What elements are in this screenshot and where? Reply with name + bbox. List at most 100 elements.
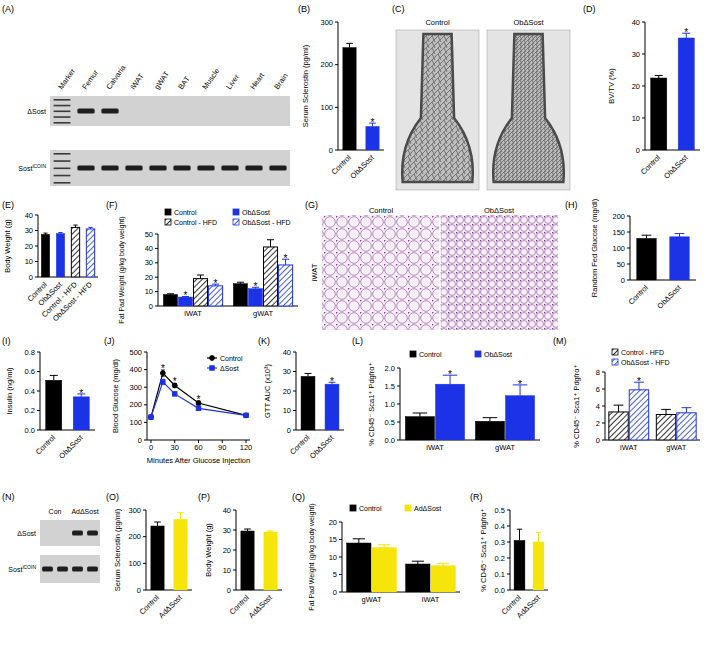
y-axis-label: BV/TV (%) bbox=[607, 68, 616, 104]
x-tick-label: iWAT bbox=[422, 595, 440, 604]
bar bbox=[366, 127, 379, 150]
y-tick-label: 40 bbox=[283, 348, 291, 357]
y-tick bbox=[339, 539, 342, 540]
bar bbox=[279, 265, 293, 306]
y-tick bbox=[233, 570, 236, 571]
legend: ControlΔSost bbox=[207, 355, 243, 372]
y-tick bbox=[143, 590, 146, 591]
y-tick bbox=[339, 574, 342, 575]
y-tick bbox=[233, 510, 236, 511]
y-tick bbox=[627, 280, 630, 281]
legend-label: ObΔSost - HFD bbox=[242, 219, 291, 226]
significance: * bbox=[448, 369, 452, 380]
y-tick bbox=[144, 440, 147, 441]
y-tick-label: 0.2 bbox=[495, 554, 505, 563]
y-axis-label: Serum Sclerostin (pg/ml) bbox=[301, 44, 310, 127]
y-tick bbox=[37, 352, 40, 353]
legend: ControlObΔSostControl - HFDObΔSost - HFD bbox=[165, 209, 291, 226]
y-tick-label: 0.2 bbox=[25, 406, 35, 415]
legend-swatch bbox=[612, 349, 618, 355]
bar bbox=[533, 542, 544, 590]
bar-panel: 050100150200Random Fed Glucose (mg/dl)(H… bbox=[565, 198, 696, 310]
image-label: Control bbox=[425, 18, 450, 27]
line bbox=[151, 382, 246, 417]
error-bar bbox=[614, 405, 624, 412]
error-bar bbox=[173, 392, 177, 396]
band bbox=[57, 567, 68, 572]
y-tick-label: 5 bbox=[333, 570, 337, 579]
bar bbox=[670, 237, 689, 280]
error-bar bbox=[655, 75, 663, 78]
y-tick-label: 0 bbox=[329, 146, 333, 155]
y-axis-label: % CD45⁻ Sca1⁺ Pdgfrα⁺ bbox=[479, 508, 488, 591]
bar bbox=[73, 397, 89, 430]
band bbox=[101, 166, 118, 171]
y-tick-label: 0.0 bbox=[385, 436, 395, 445]
x-tick-label: Control bbox=[639, 153, 663, 177]
y-tick-label: 1.0 bbox=[385, 400, 395, 409]
y-tick bbox=[143, 510, 146, 511]
error-bar bbox=[154, 522, 161, 526]
point bbox=[173, 392, 177, 396]
y-tick-label: 400 bbox=[129, 365, 142, 374]
y-axis bbox=[158, 234, 159, 306]
x-tick-label: 90 bbox=[218, 443, 226, 452]
legend-label: Control bbox=[220, 355, 243, 362]
band bbox=[72, 531, 83, 536]
lane-label: gWAT bbox=[152, 69, 171, 91]
y-tick bbox=[602, 372, 605, 373]
marks bbox=[343, 43, 379, 150]
y-tick-label: 40 bbox=[145, 244, 153, 253]
legend-marker bbox=[210, 366, 214, 370]
y-tick bbox=[339, 592, 342, 593]
x-tick-label: gWAT bbox=[362, 595, 382, 604]
y-tick-label: 200 bbox=[320, 60, 333, 69]
band bbox=[125, 166, 142, 171]
bar-panel: 01020304050Fat Pad Weight (g/kg body wei… bbox=[106, 200, 298, 324]
y-tick-label: 8 bbox=[596, 368, 600, 377]
bar-panel: 010203040Body Weight (g)(P)ControlAdΔSos… bbox=[198, 492, 282, 620]
gel-panel: (A)MarkerFemurCalvariaiWATgWATBATMuscleL… bbox=[2, 4, 290, 186]
band bbox=[149, 166, 166, 171]
y-tick bbox=[627, 264, 630, 265]
significance: * bbox=[184, 290, 188, 301]
x-tick-label: gWAT bbox=[495, 443, 515, 452]
error-bar bbox=[58, 233, 62, 234]
x-tick-label: iWAT bbox=[620, 443, 638, 452]
row-label: ΔSost bbox=[17, 530, 36, 537]
y-tick-label: 20 bbox=[283, 387, 291, 396]
y-tick bbox=[335, 150, 338, 151]
y-tick bbox=[293, 410, 296, 411]
y-tick bbox=[602, 440, 605, 441]
marks bbox=[46, 375, 90, 430]
significance: * bbox=[173, 376, 177, 387]
y-tick bbox=[627, 232, 630, 233]
bar bbox=[264, 532, 277, 590]
lane-label: Calvaria bbox=[104, 63, 128, 91]
y-tick bbox=[35, 230, 38, 231]
band bbox=[72, 567, 83, 572]
row-label-text: Sost bbox=[18, 165, 32, 172]
legend-swatch bbox=[350, 505, 356, 511]
y-tick-label: 0 bbox=[29, 273, 33, 282]
ladder-band bbox=[54, 168, 71, 170]
y-tick bbox=[155, 277, 158, 278]
legend-label: AdΔSost bbox=[414, 505, 441, 512]
ladder-band bbox=[54, 99, 71, 101]
bar bbox=[347, 543, 371, 592]
y-tick-label: 0.5 bbox=[495, 506, 505, 515]
bar bbox=[233, 284, 247, 306]
significance: * bbox=[371, 117, 375, 128]
y-tick-label: 0 bbox=[149, 302, 153, 311]
y-tick-label: 50 bbox=[617, 260, 625, 269]
bar bbox=[151, 526, 164, 590]
y-tick bbox=[397, 386, 400, 387]
lane-label: Muscle bbox=[200, 67, 221, 92]
y-tick-label: 50 bbox=[145, 230, 153, 239]
significance: * bbox=[684, 27, 688, 38]
bar bbox=[174, 519, 187, 590]
image-label: Control bbox=[369, 206, 394, 215]
y-tick bbox=[335, 22, 338, 23]
bar-panel: 02468% CD45⁻ Sca1⁺ Pdgfrα⁺(M)iWATgWAT*Co… bbox=[553, 336, 700, 452]
y-tick-label: 500 bbox=[129, 348, 142, 357]
